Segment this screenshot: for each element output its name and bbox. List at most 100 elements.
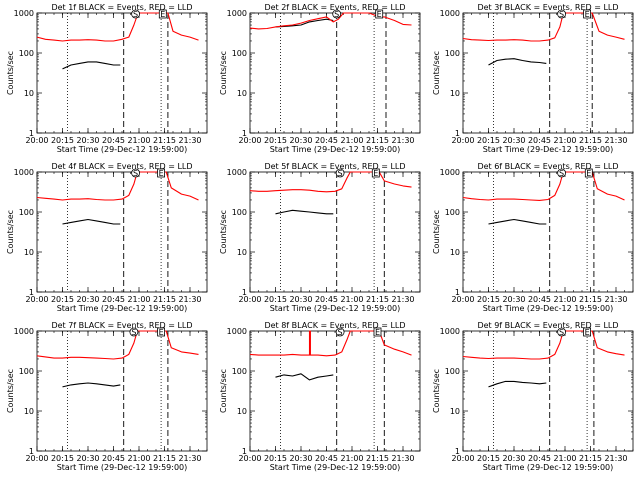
start-marker-circle — [131, 9, 141, 19]
end-marker-box — [371, 168, 380, 178]
x-tick-label: 20:15 — [51, 295, 74, 304]
x-axis: 20:00 20:15 20:30 20:45 21:00 21:15 21:30 — [451, 13, 634, 145]
x-tick-label: 21:00 — [127, 454, 150, 463]
y-axis-label: Counts/sec — [219, 369, 228, 413]
lld-series-line — [462, 12, 625, 42]
chart-title: Det 8f BLACK = Events, RED = LLD — [264, 321, 405, 330]
y-tick-label: 100 — [19, 49, 34, 58]
y-tick-label: 10 — [450, 248, 460, 257]
y-tick-label: 1000 — [227, 168, 247, 177]
marker-label: E — [159, 328, 164, 337]
marker-label: E — [586, 169, 591, 178]
y-tick-label: 10 — [237, 89, 247, 98]
x-axis: 20:00 20:15 20:30 20:45 21:00 21:15 21:30 — [25, 13, 208, 145]
chart-panel-3: Det 3f BLACK = Events, RED = LLD 1 10 100 10… — [432, 3, 634, 154]
x-axis-label: Start Time (29-Dec-12 19:59:00) — [57, 304, 188, 313]
marker-label: E — [377, 10, 382, 19]
y-tick-label: 10 — [237, 407, 247, 416]
end-marker-box — [583, 9, 591, 19]
x-tick-label: 21:30 — [178, 295, 201, 304]
y-tick-label: 1 — [29, 288, 34, 297]
x-tick-label: 20:45 — [102, 295, 125, 304]
x-tick-label: 20:30 — [76, 454, 99, 463]
chart-panel-7: Det 7f BLACK = Events, RED = LLD 1 10 100 10… — [6, 321, 208, 472]
marker-label: S — [338, 328, 343, 337]
start-marker-circle — [335, 327, 345, 337]
y-tick-label: 1 — [455, 447, 460, 456]
y-axis: 1 10 100 1000 — [14, 9, 207, 138]
y-tick-label: 1 — [29, 447, 34, 456]
end-marker-box — [373, 327, 382, 337]
x-axis: 20:00 20:15 20:30 20:45 21:00 21:15 21:30 — [238, 331, 421, 463]
y-tick-label: 1 — [455, 129, 460, 138]
x-axis: 20:00 20:15 20:30 20:45 21:00 21:15 21:30 — [25, 331, 208, 463]
x-tick-label: 21:30 — [604, 454, 627, 463]
y-tick-label: 1000 — [227, 9, 247, 18]
chart-title: Det 4f BLACK = Events, RED = LLD — [51, 162, 192, 171]
x-tick-label: 21:15 — [153, 295, 176, 304]
events-series-line — [488, 58, 547, 66]
x-tick-label: 21:15 — [153, 454, 176, 463]
y-tick-label: 100 — [445, 208, 460, 217]
x-axis: 20:00 20:15 20:30 20:45 21:00 21:15 21:30 — [238, 172, 421, 304]
x-tick-label: 21:30 — [391, 136, 414, 145]
x-tick-label: 20:30 — [289, 136, 312, 145]
chart-title: Det 9f BLACK = Events, RED = LLD — [477, 321, 618, 330]
x-tick-label: 20:00 — [451, 136, 474, 145]
x-tick-label: 20:15 — [264, 454, 287, 463]
marker-label: S — [334, 10, 339, 19]
x-tick-label: 21:30 — [178, 454, 201, 463]
y-tick-label: 1000 — [440, 9, 460, 18]
y-tick-label: 100 — [19, 208, 34, 217]
x-tick-label: 20:30 — [502, 295, 525, 304]
y-tick-label: 100 — [445, 367, 460, 376]
x-tick-label: 21:00 — [553, 136, 576, 145]
chart-panel-1: Det 1f BLACK = Events, RED = LLD 1 10 100 10… — [6, 3, 208, 154]
x-tick-label: 20:15 — [477, 454, 500, 463]
y-axis: 1 10 100 1000 — [227, 9, 420, 138]
chart-panel-6: Det 6f BLACK = Events, RED = LLD 1 10 100 10… — [432, 162, 634, 313]
end-marker-box — [157, 327, 166, 337]
marker-label: S — [559, 10, 564, 19]
x-axis-label: Start Time (29-Dec-12 19:59:00) — [483, 304, 614, 313]
x-tick-label: 20:45 — [528, 295, 551, 304]
events-series-line — [62, 382, 121, 388]
plot-frame — [462, 330, 634, 452]
chart-panel-5: Det 5f BLACK = Events, RED = LLD 1 10 100 10… — [219, 162, 421, 313]
start-marker-circle — [335, 168, 345, 178]
plot-frame — [462, 171, 634, 293]
y-axis-label: Counts/sec — [219, 51, 228, 95]
x-axis-label: Start Time (29-Dec-12 19:59:00) — [270, 304, 401, 313]
y-tick-label: 1 — [242, 447, 247, 456]
x-tick-label: 20:00 — [238, 295, 261, 304]
plot-frame — [36, 171, 208, 293]
chart-title: Det 1f BLACK = Events, RED = LLD — [51, 3, 192, 12]
events-series-line — [275, 373, 334, 381]
y-tick-label: 1000 — [440, 168, 460, 177]
lld-series-line — [249, 171, 412, 193]
y-axis-label: Counts/sec — [6, 210, 15, 254]
x-tick-label: 20:30 — [76, 136, 99, 145]
x-tick-label: 21:00 — [553, 295, 576, 304]
chart-title: Det 5f BLACK = Events, RED = LLD — [264, 162, 405, 171]
marker-label: S — [559, 169, 564, 178]
x-tick-label: 21:30 — [391, 295, 414, 304]
y-tick-label: 1000 — [440, 327, 460, 336]
marker-label: E — [585, 10, 590, 19]
y-tick-label: 1000 — [14, 168, 34, 177]
x-tick-label: 20:15 — [477, 295, 500, 304]
y-axis: 1 10 100 1000 — [227, 327, 420, 456]
x-axis-label: Start Time (29-Dec-12 19:59:00) — [483, 145, 614, 154]
y-tick-label: 1 — [242, 288, 247, 297]
x-tick-label: 20:15 — [264, 136, 287, 145]
y-axis: 1 10 100 1000 — [440, 327, 633, 456]
plot-frame — [249, 12, 421, 134]
x-tick-label: 20:15 — [264, 295, 287, 304]
x-tick-label: 21:15 — [579, 136, 602, 145]
end-marker-box — [375, 9, 384, 19]
y-tick-label: 1000 — [14, 327, 34, 336]
x-tick-label: 21:00 — [553, 454, 576, 463]
marker-label: E — [373, 169, 378, 178]
x-tick-label: 20:15 — [477, 136, 500, 145]
